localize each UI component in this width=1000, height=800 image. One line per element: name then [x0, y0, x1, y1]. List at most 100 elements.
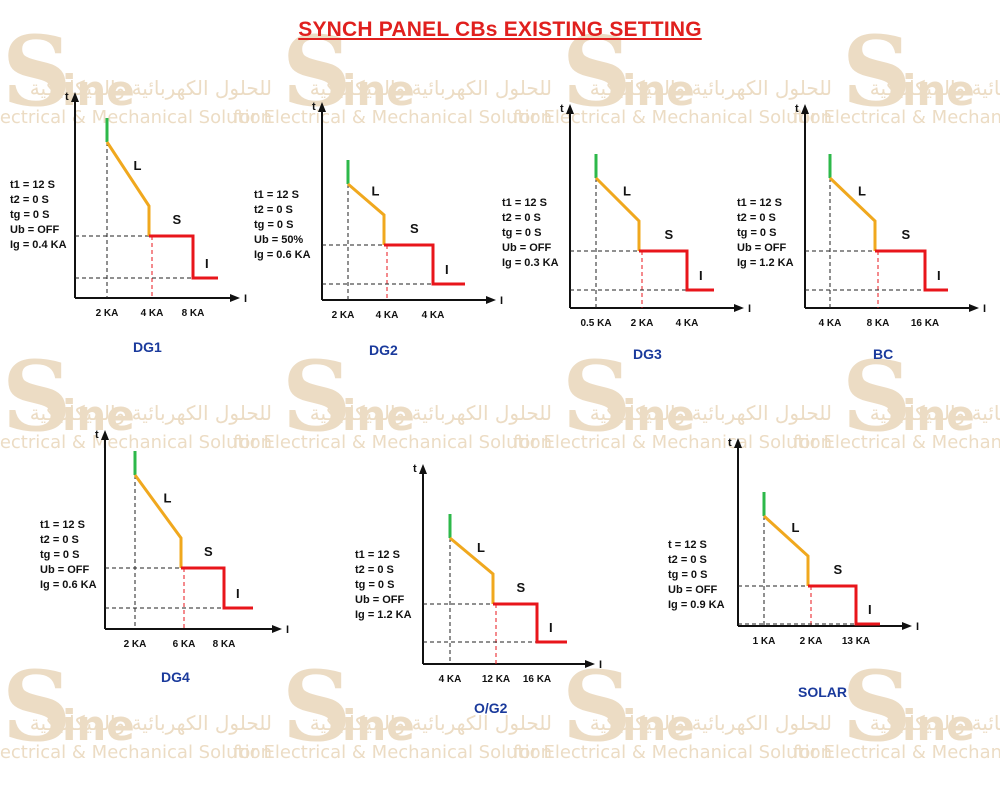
settings-block: t1 = 12 S t2 = 0 S tg = 0 S Ub = OFF Ig … [355, 548, 412, 623]
setting-ig: Ig = 1.2 KA [355, 609, 412, 621]
setting-ig: Ig = 0.6 KA [40, 579, 97, 591]
y-axis-label: t [65, 91, 69, 103]
setting-ub: Ub = OFF [355, 594, 405, 606]
region-label-s: S [834, 562, 843, 577]
region-label-s: S [902, 227, 911, 242]
setting-t1: t1 = 12 S [737, 197, 782, 209]
x-tick-label: 2 KA [332, 310, 355, 321]
region-label-s: S [410, 221, 419, 236]
region-label-i: I [549, 620, 553, 635]
y-axis-arrow [419, 464, 427, 474]
x-tick-label: 2 KA [631, 318, 654, 329]
x-tick-label: 4 KA [439, 674, 462, 685]
region-label-s: S [517, 580, 526, 595]
setting-ub: Ub = OFF [737, 242, 787, 254]
watermark-english: for Electrical & Mechanical Solution [233, 742, 552, 763]
setting-t2: t2 = 0 S [502, 212, 541, 224]
settings-block: t1 = 12 S t2 = 0 S tg = 0 S Ub = OFF Ig … [40, 518, 97, 593]
setting-t1: t1 = 12 S [40, 519, 85, 531]
x-axis-arrow [734, 304, 744, 312]
region-label-i: I [445, 262, 449, 277]
x-axis-arrow [585, 660, 595, 668]
x-tick-label: 4 KA [676, 318, 699, 329]
curve-short-inst [493, 602, 567, 644]
y-axis-arrow [101, 430, 109, 440]
region-label-i: I [205, 256, 209, 271]
y-axis-arrow [318, 102, 326, 112]
watermark-english: for Electrical & Mechanical Solution [513, 742, 832, 763]
panel-label: BC [873, 346, 894, 362]
region-label-l: L [623, 184, 631, 199]
trip-curve-graph: t I L S I 4 KA 8 KA 16 KA [795, 103, 986, 329]
trip-curve-graph: t I L S I 2 KA 4 KA 4 KA [312, 101, 503, 321]
trip-curve-graph: t I L S I 4 KA 12 KA 16 KA [413, 463, 602, 685]
setting-ub: Ub = OFF [40, 564, 90, 576]
x-axis-label: I [286, 624, 289, 636]
x-axis-arrow [902, 622, 912, 630]
region-label-i: I [236, 586, 240, 601]
y-axis-label: t [560, 103, 564, 115]
curve-long-delay [762, 514, 810, 586]
setting-tg: tg = 0 S [10, 209, 50, 221]
x-axis-arrow [486, 296, 496, 304]
setting-t1: t1 = 12 S [502, 197, 547, 209]
x-tick-label: 2 KA [800, 636, 823, 647]
watermark-arabic: للحلول الكهربائية والميكانيكية [30, 711, 272, 735]
watermark-logo-ine: ine [62, 701, 135, 750]
curve-long-delay [828, 176, 877, 251]
region-label-l: L [134, 158, 142, 173]
x-tick-label: 8 KA [182, 308, 205, 319]
setting-tg: tg = 0 S [40, 549, 80, 561]
x-axis-label: I [748, 303, 751, 315]
panel-label: DG4 [161, 669, 190, 685]
x-tick-label: 2 KA [124, 639, 147, 650]
setting-t1: t1 = 12 S [10, 179, 55, 191]
panel-dg4: t1 = 12 S t2 = 0 S tg = 0 S Ub = OFF Ig … [30, 424, 310, 704]
x-tick-label: 16 KA [523, 674, 551, 685]
panel-label: DG3 [633, 346, 662, 362]
y-axis-arrow [566, 104, 574, 114]
region-label-l: L [164, 491, 172, 506]
region-label-i: I [868, 602, 872, 617]
setting-t2: t2 = 0 S [668, 554, 707, 566]
x-tick-label: 8 KA [213, 639, 236, 650]
setting-t2: t2 = 0 S [10, 194, 49, 206]
region-label-i: I [937, 268, 941, 283]
x-tick-label: 4 KA [422, 310, 445, 321]
y-axis-arrow [734, 438, 742, 448]
settings-block: t1 = 12 S t2 = 0 S tg = 0 S Ub = OFF Ig … [737, 196, 794, 271]
curve-short-inst [149, 234, 218, 280]
curve-short-inst [384, 243, 465, 286]
y-axis-label: t [95, 429, 99, 441]
panel-label: SOLAR [798, 684, 847, 700]
setting-tg: tg = 0 S [737, 227, 777, 239]
x-axis-label: I [983, 303, 986, 315]
setting-t2: t2 = 0 S [40, 534, 79, 546]
watermark-arabic: للحلول الكهربائية والميكانيكية [870, 401, 1000, 425]
region-label-l: L [792, 520, 800, 535]
curve-long-delay [594, 176, 641, 251]
setting-tg: tg = 0 S [355, 579, 395, 591]
panel-dg1: t1 = 12 S t2 = 0 S tg = 0 S Ub = OFF Ig … [0, 86, 280, 366]
setting-ub: Ub = 50% [254, 234, 304, 246]
x-tick-label: 8 KA [867, 318, 890, 329]
setting-tg: tg = 0 S [502, 227, 542, 239]
setting-ig: Ig = 1.2 KA [737, 257, 794, 269]
panel-dg2: t1 = 12 S t2 = 0 S tg = 0 S Ub = 50% Ig … [250, 90, 530, 370]
settings-block: t1 = 12 S t2 = 0 S tg = 0 S Ub = OFF Ig … [502, 196, 559, 271]
region-label-l: L [858, 184, 866, 199]
page-title: SYNCH PANEL CBs EXISTING SETTING [298, 18, 702, 41]
setting-ub: Ub = OFF [10, 224, 60, 236]
watermark-english: for Electrical & Mechanical Solution [0, 742, 272, 763]
watermark-arabic: للحلول الكهربائية والميكانيكية [870, 711, 1000, 735]
y-axis-label: t [795, 103, 799, 115]
x-tick-label: 1 KA [753, 636, 776, 647]
setting-t1: t1 = 12 S [355, 549, 400, 561]
curve-long-delay [347, 182, 386, 245]
region-label-l: L [372, 184, 380, 199]
watermark-arabic: للحلول الكهربائية والميكانيكية [590, 711, 832, 735]
setting-ig: Ig = 0.3 KA [502, 257, 559, 269]
y-axis-arrow [801, 104, 809, 114]
watermark-arabic: للحلول الكهربائية والميكانيكية [310, 401, 552, 425]
setting-t1: t = 12 S [668, 539, 707, 551]
